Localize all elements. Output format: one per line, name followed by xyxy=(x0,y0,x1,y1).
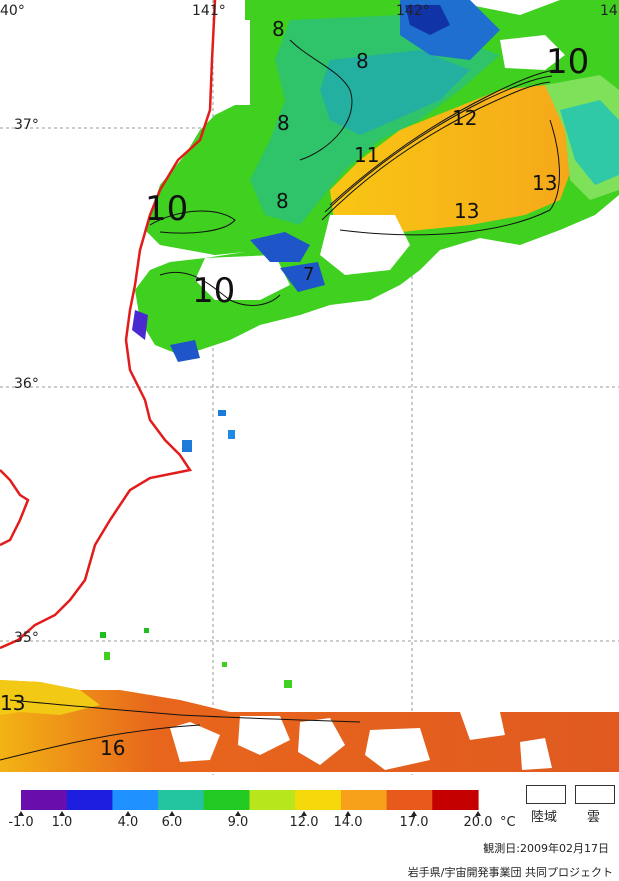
color-bar-segment xyxy=(21,790,68,810)
color-bar-segment xyxy=(340,790,388,810)
legend-tick-label: -1.0 xyxy=(8,815,34,830)
color-bar-segment xyxy=(249,790,296,810)
contour-label: 13 xyxy=(454,199,479,223)
contour-label: 8 xyxy=(277,111,290,135)
land-swatch xyxy=(526,785,566,804)
color-bar-segment xyxy=(66,790,113,810)
legend-tick-label: 12.0 xyxy=(289,815,319,830)
latitude-label: 35° xyxy=(14,630,39,646)
contour-label: 10 xyxy=(546,42,589,82)
tick-mark xyxy=(59,811,65,816)
color-bar-segment xyxy=(112,790,159,810)
contour-label: 10 xyxy=(145,189,188,229)
color-bar-segment xyxy=(203,790,251,810)
tick-mark xyxy=(125,811,131,816)
contour-label: 13 xyxy=(0,691,25,715)
observation-date: 観測日:2009年02月17日 xyxy=(483,842,609,855)
sst-map: 8 8 8 8 10 12 11 13 13 10 10 7 13 16 xyxy=(0,0,619,775)
legend-tick-label: 17.0 xyxy=(399,815,429,830)
cloud-label: 雲 xyxy=(587,810,601,825)
tick-mark xyxy=(169,811,175,816)
color-bar-segment xyxy=(158,790,205,810)
color-bar-segment xyxy=(432,790,479,810)
color-bar xyxy=(21,790,479,810)
sst-north xyxy=(132,0,619,362)
tick-mark xyxy=(18,811,24,816)
contour-label: 12 xyxy=(452,106,477,130)
tick-mark xyxy=(345,811,351,816)
tick-mark xyxy=(475,811,481,816)
contour-label: 10 xyxy=(192,271,235,311)
latitude-label: 37° xyxy=(14,117,39,133)
longitude-label: 141° xyxy=(192,3,226,19)
longitude-label: 14 xyxy=(600,3,618,19)
coastline xyxy=(0,0,217,650)
tick-marks xyxy=(18,811,481,816)
longitude-label: 40° xyxy=(0,3,25,19)
graticule xyxy=(0,0,619,775)
land-label: 陸域 xyxy=(531,810,558,825)
legend-tick-label: 6.0 xyxy=(161,815,183,830)
legend-tick-label: 4.0 xyxy=(117,815,139,830)
contour-label: 13 xyxy=(532,171,557,195)
contour-label: 11 xyxy=(354,143,379,167)
contour-label: 8 xyxy=(276,189,289,213)
color-scale-legend xyxy=(18,790,481,816)
contour-label: 7 xyxy=(303,264,314,285)
legend-tick-label: 9.0 xyxy=(227,815,249,830)
contour-label: 16 xyxy=(100,736,125,760)
coastline-peninsula xyxy=(0,469,30,547)
contours xyxy=(0,39,560,761)
contour-label: 8 xyxy=(356,49,369,73)
sst-south xyxy=(0,680,619,772)
tick-mark xyxy=(235,811,241,816)
scattered-pixels xyxy=(100,410,292,688)
tick-mark xyxy=(411,811,417,816)
latitude-label: 36° xyxy=(14,376,39,392)
longitude-label: 142° xyxy=(396,3,430,19)
legend-unit: °C xyxy=(500,815,516,830)
contour-labels: 8 8 8 8 10 12 11 13 13 10 10 7 13 16 xyxy=(0,17,589,760)
contour-label: 8 xyxy=(272,17,285,41)
color-bar-segment xyxy=(386,790,433,810)
legend-tick-label: 14.0 xyxy=(333,815,363,830)
color-bar-segment xyxy=(295,790,342,810)
legend-tick-label: 1.0 xyxy=(51,815,73,830)
cloud-swatch xyxy=(575,785,615,804)
tick-mark xyxy=(301,811,307,816)
legend-tick-label: 20.0 xyxy=(463,815,493,830)
project-credit: 岩手県/宇宙開発事業団 共同プロジェクト xyxy=(407,866,613,879)
